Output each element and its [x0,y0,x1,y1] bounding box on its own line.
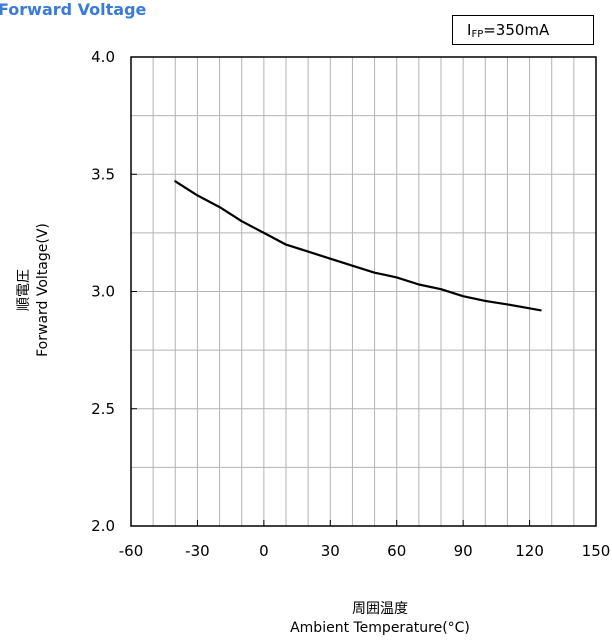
x-tick-label: 30 [321,542,340,560]
x-tick-label: 90 [454,542,473,560]
x-tick-label: -60 [119,542,144,560]
condition-value: =350mA [483,21,550,39]
condition-subscript: FP [471,29,484,40]
x-tick-label: 150 [582,542,611,560]
x-axis-label-en: Ambient Temperature(°C) [290,620,470,636]
chart-title: Forward Voltage [0,0,147,19]
x-axis-label-jp: 周囲温度 [352,601,408,617]
y-tick-label: 2.0 [91,517,115,535]
series-line [174,180,542,312]
y-tick-label: 4.0 [91,48,115,66]
x-tick-label: 0 [259,542,269,560]
x-tick-label: -30 [185,542,210,560]
x-tick-label: 120 [515,542,544,560]
condition-prefix: I [467,21,472,39]
y-tick-label: 3.0 [91,283,115,301]
condition-box: IFP=350mA [452,15,594,45]
y-tick-label: 2.5 [91,400,115,418]
x-tick-label: 60 [387,542,406,560]
y-tick-label: 3.5 [91,165,115,183]
